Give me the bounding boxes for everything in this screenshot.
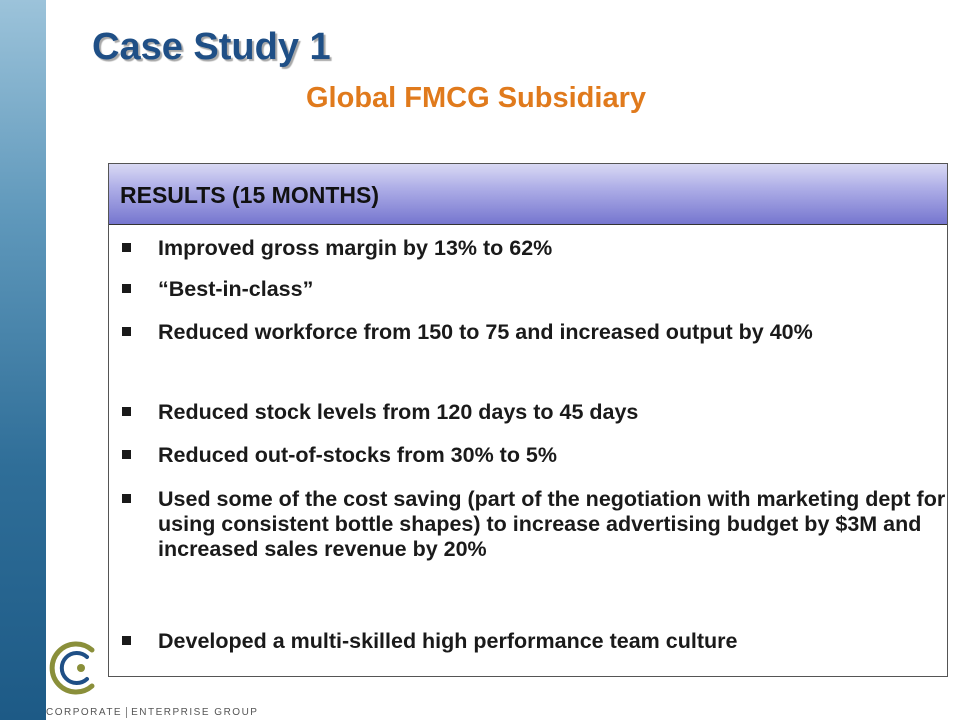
list-item-text: Developed a multi-skilled high performan… bbox=[158, 629, 738, 653]
bullet-square-icon bbox=[122, 494, 131, 503]
results-panel-title: RESULTS (15 MONTHS) bbox=[120, 182, 379, 208]
bullet-square-icon bbox=[122, 407, 131, 416]
bullet-square-icon bbox=[122, 243, 131, 252]
list-item-text: Improved gross margin by 13% to 62% bbox=[158, 236, 553, 260]
results-panel: RESULTS (15 MONTHS) Improved gross margi… bbox=[108, 163, 948, 677]
bullet-square-icon bbox=[122, 284, 131, 293]
page-subtitle: Global FMCG Subsidiary bbox=[306, 82, 646, 114]
page-title: Case Study 1 bbox=[92, 26, 331, 68]
bullet-square-icon bbox=[122, 636, 131, 645]
left-accent-bar bbox=[0, 0, 46, 720]
footer-divider bbox=[126, 707, 128, 718]
list-item-text: Reduced workforce from 150 to 75 and inc… bbox=[158, 320, 813, 344]
footer-brand-left: CORPORATE bbox=[46, 707, 123, 719]
list-item-text: Reduced stock levels from 120 days to 45… bbox=[158, 400, 639, 424]
bullet-square-icon bbox=[122, 327, 131, 336]
footer-brand-right: ENTERPRISE GROUP bbox=[131, 707, 259, 719]
footer-brand: CORPORATE ENTERPRISE GROUP bbox=[46, 707, 258, 718]
bullet-square-icon bbox=[122, 450, 131, 459]
results-list: Improved gross margin by 13% to 62% “Bes… bbox=[109, 164, 947, 676]
list-item-text: Reduced out-of-stocks from 30% to 5% bbox=[158, 443, 557, 467]
company-logo-icon bbox=[49, 641, 95, 695]
results-panel-header: RESULTS (15 MONTHS) bbox=[109, 164, 947, 225]
list-item-text: “Best-in-class” bbox=[158, 277, 314, 301]
list-item-text: Used some of the cost saving (part of th… bbox=[158, 487, 946, 561]
